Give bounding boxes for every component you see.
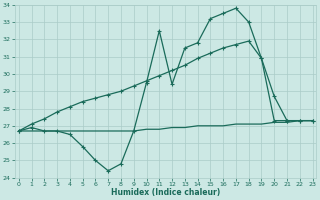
X-axis label: Humidex (Indice chaleur): Humidex (Indice chaleur) [111,188,220,197]
